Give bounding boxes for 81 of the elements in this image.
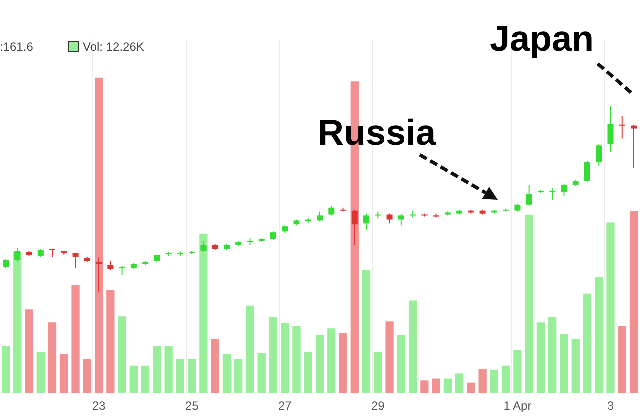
bar — [362, 270, 371, 394]
candlestick — [200, 241, 207, 253]
bar — [153, 346, 162, 394]
bar — [536, 322, 546, 394]
bar — [514, 350, 522, 394]
bar — [304, 352, 312, 394]
bar — [25, 310, 34, 394]
bar — [502, 366, 510, 394]
candlestick — [561, 184, 568, 196]
bar — [200, 234, 208, 394]
bar — [444, 378, 452, 394]
x-tick-label: 3 — [607, 399, 614, 414]
bar — [490, 370, 499, 394]
bar — [386, 322, 394, 394]
bar — [595, 277, 604, 394]
candlestick — [608, 106, 614, 154]
bar — [316, 336, 324, 394]
bar — [478, 368, 487, 394]
bar — [420, 380, 429, 394]
candlestick — [584, 160, 590, 183]
bar — [106, 290, 115, 394]
bar — [583, 294, 592, 394]
x-tick-label: 27 — [278, 399, 292, 414]
bar — [548, 318, 557, 394]
legend-label: Vol: 12.26K — [82, 40, 144, 54]
bar — [94, 78, 104, 394]
text: Japan — [490, 18, 594, 60]
bar — [606, 222, 615, 394]
bar — [269, 318, 278, 394]
bar — [118, 316, 126, 394]
candlestick — [317, 211, 323, 222]
bar — [36, 352, 45, 394]
annotation: Russia — [318, 112, 436, 154]
bar — [328, 328, 336, 394]
bar — [2, 346, 10, 394]
bar — [467, 382, 476, 394]
bar — [374, 352, 382, 394]
bar — [339, 333, 348, 394]
bar — [618, 326, 626, 394]
bar — [130, 366, 138, 394]
bar — [222, 354, 232, 394]
bar — [211, 339, 220, 394]
bar — [455, 374, 464, 394]
x-tick-label: 25 — [185, 399, 200, 414]
candlestick — [596, 144, 602, 167]
bar — [246, 306, 254, 394]
bar — [397, 336, 406, 394]
bar — [432, 378, 440, 394]
bar — [72, 284, 80, 394]
candlestick — [72, 252, 79, 269]
bar — [234, 359, 243, 394]
candlestick — [398, 213, 404, 226]
bar — [408, 300, 418, 394]
candlestick — [619, 115, 626, 140]
bar — [48, 322, 57, 394]
bar — [141, 366, 150, 394]
x-tick-label: 29 — [371, 399, 386, 414]
bar — [560, 334, 568, 394]
candlestick — [386, 213, 393, 224]
bar — [188, 359, 196, 394]
bar — [14, 252, 22, 394]
candlestick — [364, 213, 370, 232]
bar — [258, 353, 266, 394]
candlestick — [352, 209, 358, 246]
candlestick — [14, 248, 21, 263]
bar — [164, 346, 173, 394]
candlestick — [526, 184, 532, 206]
bar — [60, 354, 68, 394]
x-tick-label: 23 — [92, 399, 106, 414]
candlestick — [328, 205, 335, 216]
bar — [281, 324, 290, 394]
bar — [292, 326, 301, 394]
bar — [176, 359, 185, 394]
candlestick — [96, 256, 102, 292]
bar — [572, 339, 580, 394]
text: :161.6 — [0, 40, 34, 54]
bar — [83, 359, 92, 394]
bar — [630, 211, 638, 394]
bar — [525, 214, 534, 394]
x-tick-label: 1 Apr — [504, 399, 532, 414]
candlestick — [631, 124, 637, 169]
